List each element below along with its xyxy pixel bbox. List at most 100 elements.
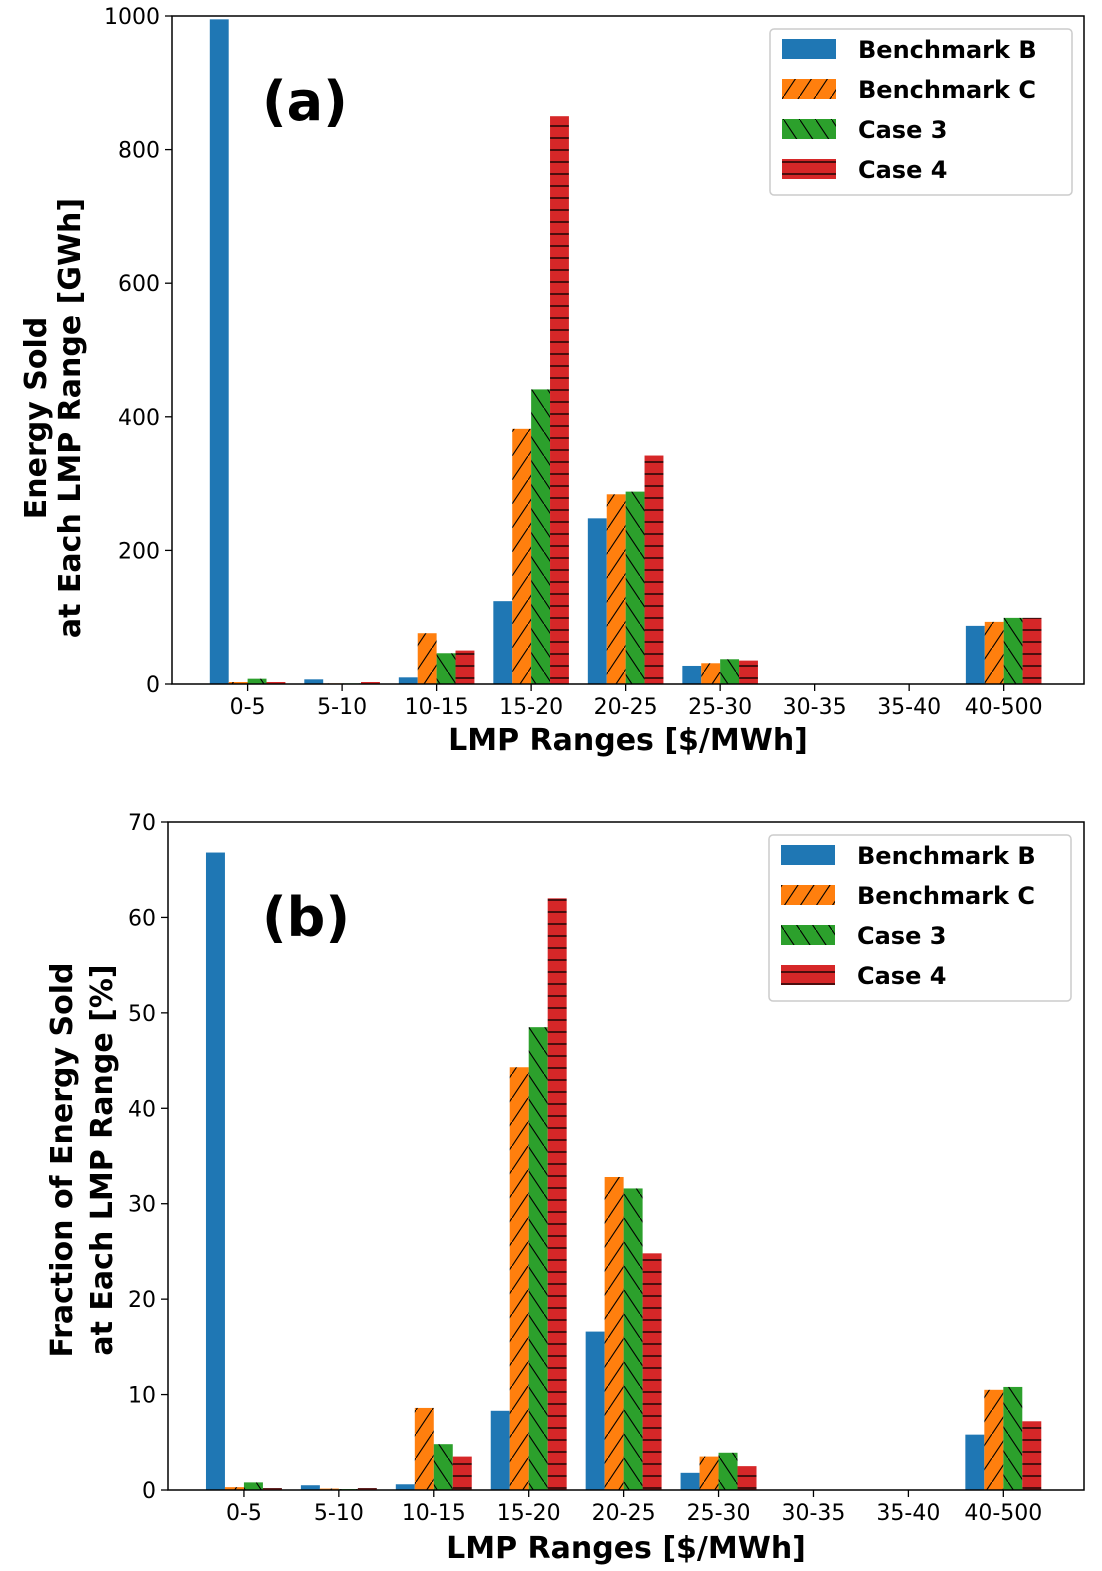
bar-slash-25-30 <box>701 663 721 684</box>
plot-frame <box>167 821 1085 1491</box>
bar-none-5-10 <box>300 1485 320 1490</box>
legend-label: Case 3 <box>858 116 947 144</box>
legend-label: Benchmark C <box>857 882 1035 910</box>
plot-frame <box>171 15 1085 685</box>
y-tick-label: 0 <box>146 673 160 698</box>
legend-label: Case 3 <box>857 922 946 950</box>
legend-label: Case 4 <box>858 156 947 184</box>
bar-horizontal-10-15 <box>452 1456 472 1490</box>
bar-horizontal-25-30 <box>739 660 758 684</box>
chart-b-svg: 0 10 20 30 40 50 60 70 0-5 5-10 10-15 15-20 20-25 25-… <box>45 811 1085 1566</box>
bar-none-40-500 <box>965 1434 985 1490</box>
legend-swatch-slash <box>782 79 836 99</box>
y-tick-label: 1000 <box>104 5 160 30</box>
bar-horizontal-15-20 <box>547 898 567 1490</box>
x-tick-label: 0-5 <box>230 695 266 720</box>
bar-slash-15-20 <box>509 1067 529 1490</box>
y-tick-label: 50 <box>128 1002 156 1027</box>
y-tick-label: 70 <box>128 811 156 836</box>
bar-horizontal-15-20 <box>550 116 569 684</box>
x-tick-label: 30-35 <box>783 695 847 720</box>
panel-tag: (b) <box>262 886 350 949</box>
bar-horizontal-20-25 <box>644 455 664 684</box>
y-tick-label: 0 <box>142 1479 156 1504</box>
bar-slash-15-20 <box>512 428 532 684</box>
bar-slash-20-25 <box>604 1176 624 1490</box>
bar-slash-20-25 <box>606 494 626 684</box>
bar-none-0-5 <box>205 852 225 1490</box>
x-tick-label: 5-10 <box>314 1501 364 1526</box>
y-tick-label: 600 <box>118 272 160 297</box>
y-axis-label-line: Fraction of Energy Sold <box>45 963 80 1358</box>
bar-horizontal-20-25 <box>642 1253 662 1490</box>
x-tick-label: 15-20 <box>497 1501 561 1526</box>
bar-backslash-25-30 <box>718 1452 738 1490</box>
bar-none-0-5 <box>209 19 229 684</box>
bar-none-15-20 <box>490 1410 510 1490</box>
y-tick-label: 40 <box>128 1097 156 1122</box>
x-tick-label: 30-35 <box>782 1501 846 1526</box>
bar-none-10-15 <box>395 1484 415 1490</box>
bar-backslash-10-15 <box>433 1444 453 1490</box>
bar-horizontal-5-10 <box>357 1488 377 1490</box>
legend-label: Case 4 <box>857 962 946 990</box>
y-axis-label-line: Energy Sold <box>19 317 54 519</box>
bar-horizontal-25-30 <box>737 1466 757 1490</box>
bar-backslash-40-500 <box>1003 1386 1023 1490</box>
legend-swatch-horizontal <box>782 159 836 179</box>
bar-backslash-40-500 <box>1003 617 1023 684</box>
bar-horizontal-0-5 <box>262 1488 282 1490</box>
y-tick-label: 10 <box>128 1384 156 1409</box>
x-axis-label: LMP Ranges [$/MWh] <box>446 1531 806 1566</box>
y-tick-label: 400 <box>118 406 160 431</box>
x-axis-label: LMP Ranges [$/MWh] <box>448 723 808 758</box>
bar-backslash-20-25 <box>623 1188 643 1490</box>
bar-slash-0-5 <box>224 1487 244 1490</box>
panel-tag: (a) <box>262 70 348 133</box>
bar-none-20-25 <box>587 518 607 684</box>
bar-horizontal-5-10 <box>361 682 380 684</box>
y-axis-label-line: at Each LMP Range [GWh] <box>53 198 88 638</box>
bar-slash-10-15 <box>417 633 437 684</box>
x-tick-label: 15-20 <box>499 695 563 720</box>
bar-none-40-500 <box>965 625 985 684</box>
x-tick-label: 10-15 <box>405 695 469 720</box>
bar-none-10-15 <box>398 677 418 684</box>
bar-slash-40-500 <box>984 1389 1004 1490</box>
bar-none-25-30 <box>680 1472 700 1490</box>
bar-backslash-20-25 <box>625 491 645 684</box>
y-tick-label: 800 <box>118 139 160 164</box>
y-axis-label-line: at Each LMP Range [%] <box>85 964 120 1355</box>
bar-slash-0-5 <box>228 682 248 684</box>
legend-swatch-backslash <box>781 925 835 945</box>
x-tick-label: 35-40 <box>877 695 941 720</box>
bar-horizontal-10-15 <box>455 650 475 684</box>
bar-horizontal-40-500 <box>1022 617 1042 684</box>
bar-slash-40-500 <box>984 621 1004 684</box>
y-tick-label: 200 <box>118 539 160 564</box>
legend-label: Benchmark B <box>858 36 1037 64</box>
legend-swatch-none <box>781 845 835 865</box>
bar-backslash-15-20 <box>531 389 551 684</box>
x-tick-label: 35-40 <box>876 1501 940 1526</box>
bar-backslash-25-30 <box>720 659 740 684</box>
legend: Benchmark B Benchmark C Case 3 Case 4 <box>768 834 1072 1002</box>
legend-swatch-backslash <box>782 119 836 139</box>
x-tick-label: 25-30 <box>688 695 752 720</box>
y-tick-label: 60 <box>128 906 156 931</box>
x-tick-label: 25-30 <box>687 1501 751 1526</box>
legend: Benchmark B Benchmark C Case 3 Case 4 <box>769 28 1073 196</box>
legend-box <box>769 28 1073 196</box>
bar-none-15-20 <box>493 601 513 684</box>
x-tick-label: 20-25 <box>592 1501 656 1526</box>
chart-a-svg: 0 200 400 600 800 1000 0-5 5-10 10-15 15-20 20-25 2… <box>19 5 1085 758</box>
y-tick-label: 20 <box>128 1288 156 1313</box>
chart-a: 0 200 400 600 800 1000 0-5 5-10 10-15 15-20 20-25 2… <box>0 0 1102 785</box>
chart-b: 0 10 20 30 40 50 60 70 0-5 5-10 10-15 15-20 20-25 25-… <box>0 786 1102 1571</box>
bar-slash-25-30 <box>699 1456 719 1490</box>
bar-none-20-25 <box>585 1331 605 1490</box>
x-tick-label: 5-10 <box>317 695 367 720</box>
bar-horizontal-40-500 <box>1022 1421 1042 1490</box>
x-tick-label: 40-500 <box>965 695 1043 720</box>
x-tick-label: 10-15 <box>402 1501 466 1526</box>
